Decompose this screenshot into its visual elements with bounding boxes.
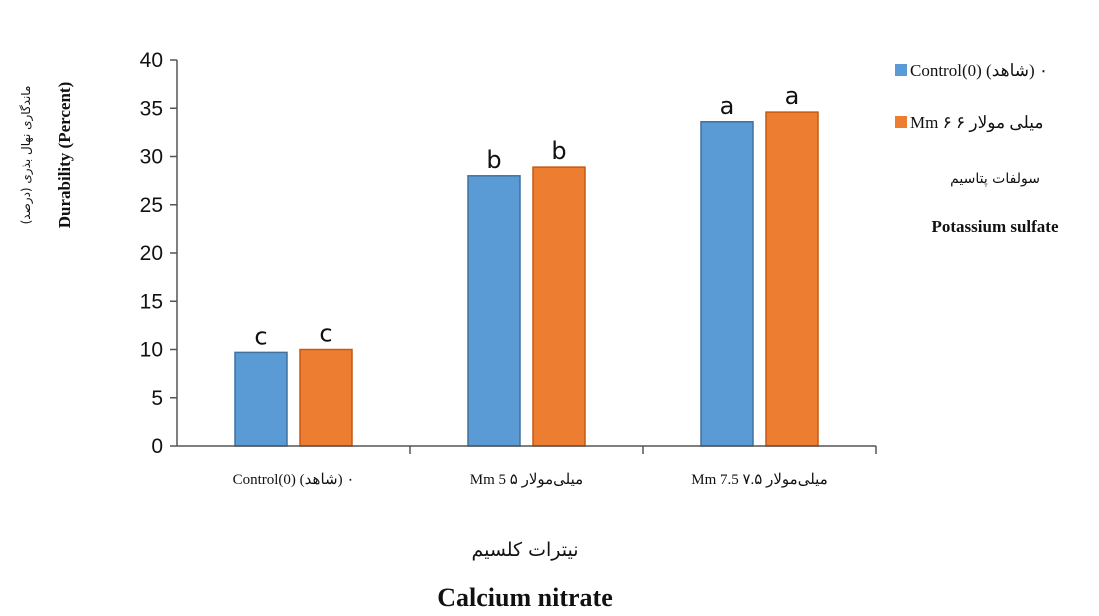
- legend-label-series-1: Control(0) (شاهد) ۰: [910, 61, 1048, 80]
- bars: [234, 111, 819, 447]
- significance-letter: c: [319, 320, 332, 348]
- significance-letter: b: [551, 137, 566, 165]
- y-tick-label: 15: [140, 290, 163, 313]
- legend: Control(0) (شاهد) ۰ Mm ۶ ۶ میلی مولار سو…: [895, 61, 1059, 236]
- legend-title-en: Potassium sulfate: [931, 217, 1058, 236]
- bar-series-1-cat-2: [467, 175, 521, 447]
- x-category-label: Control(0) (شاهد) ۰: [233, 472, 355, 488]
- legend-title-fa: سولفات پتاسیم: [950, 171, 1040, 187]
- y-tick-label: 40: [140, 49, 163, 72]
- significance-letter: a: [720, 92, 735, 120]
- bar-series-2-cat-1: [299, 348, 353, 447]
- y-tick-label: 0: [151, 435, 163, 458]
- bar-series-2-cat-3: [765, 111, 819, 447]
- y-axis-title-en: Durability (Percent): [55, 82, 74, 229]
- y-tick-label: 25: [140, 194, 163, 217]
- x-axis-categories: Control(0) (شاهد) ۰ Mm 5 ۵ میلی‌مولار Mm 7…: [233, 472, 828, 488]
- legend-swatch-series-1: [895, 64, 907, 76]
- x-axis-title-en: Calcium nitrate: [437, 583, 612, 612]
- significance-letter: c: [254, 322, 267, 350]
- x-category-label: Mm 7.5 ۷.۵ میلی‌مولار: [691, 472, 828, 488]
- x-axis-ticks: [409, 446, 877, 454]
- y-axis-title: ماندگاری نهال بذری (درصد) Durability (Pe…: [19, 82, 74, 229]
- significance-letter: a: [785, 82, 800, 110]
- y-axis-title-fa: ماندگاری نهال بذری (درصد): [19, 86, 34, 225]
- x-axis-title-fa: نیترات کلسیم: [471, 539, 578, 561]
- bar-series-1-cat-3: [700, 121, 754, 447]
- y-tick-label: 10: [140, 339, 163, 362]
- y-tick-label: 30: [140, 146, 163, 169]
- significance-letters: c c b b a a: [254, 82, 799, 350]
- bar-series-2-cat-2: [532, 166, 586, 447]
- significance-letter: b: [486, 146, 501, 174]
- y-tick-label: 20: [140, 242, 163, 265]
- x-category-label: Mm 5 ۵ میلی‌مولار: [470, 472, 583, 488]
- legend-label-series-2: Mm ۶ ۶ میلی مولار: [910, 113, 1043, 133]
- legend-swatch-series-2: [895, 116, 907, 128]
- y-tick-label: 35: [140, 97, 163, 120]
- y-axis-ticks: 0 5 10 15 20 25 30 35 40: [140, 49, 177, 458]
- bar-series-1-cat-1: [234, 351, 288, 447]
- y-tick-label: 5: [151, 387, 163, 410]
